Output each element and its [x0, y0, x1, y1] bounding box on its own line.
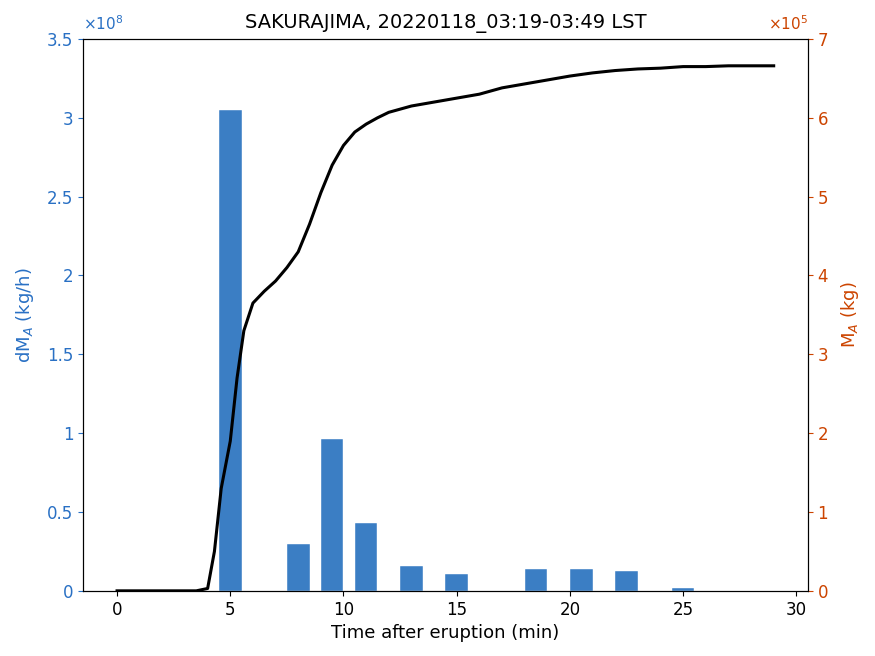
Bar [321, 440, 344, 591]
Y-axis label: dM$_A$ (kg/h): dM$_A$ (kg/h) [14, 267, 36, 363]
Bar [287, 544, 310, 591]
Bar [445, 574, 468, 591]
Text: $\times10^5$: $\times10^5$ [767, 15, 808, 33]
Bar [615, 571, 638, 591]
Text: $\times10^8$: $\times10^8$ [83, 15, 123, 33]
Bar [570, 569, 592, 591]
Bar [672, 588, 695, 591]
X-axis label: Time after eruption (min): Time after eruption (min) [332, 624, 559, 642]
Bar [525, 569, 547, 591]
Bar [400, 565, 423, 591]
Bar [219, 110, 242, 591]
Title: SAKURAJIMA, 20220118_03:19-03:49 LST: SAKURAJIMA, 20220118_03:19-03:49 LST [245, 14, 646, 33]
Y-axis label: M$_A$ (kg): M$_A$ (kg) [839, 281, 861, 348]
Bar [354, 523, 377, 591]
